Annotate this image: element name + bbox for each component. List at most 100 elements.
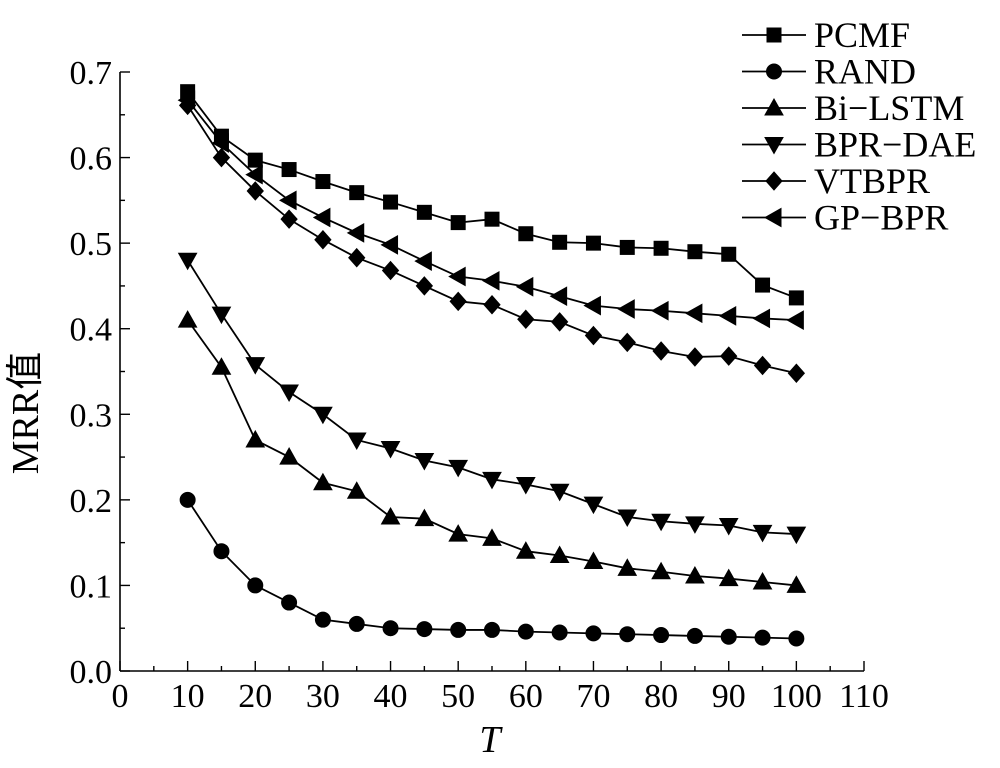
data-point-vtbpr: [720, 346, 738, 366]
data-point-bpr-dae: [786, 526, 807, 545]
data-point-bi-lstm: [617, 558, 638, 576]
data-point-rand: [247, 577, 264, 594]
data-point-bpr-dae: [245, 357, 266, 375]
legend-label: BPR−DAE: [814, 125, 976, 165]
data-point-bpr-dae: [651, 513, 671, 532]
data-point-rand: [382, 620, 399, 637]
data-point-bi-lstm: [177, 310, 198, 328]
data-point-rand: [314, 611, 331, 628]
data-point-bpr-dae: [177, 252, 198, 271]
data-point-bpr-dae: [448, 459, 469, 478]
series-bpr-dae: [177, 252, 807, 545]
x-tick-label: 70: [576, 678, 610, 715]
legend-item-bpr-dae: BPR−DAE: [742, 125, 976, 165]
data-point-bpr-dae: [685, 516, 705, 534]
series-line-rand: [186, 499, 797, 640]
legend-marker: [766, 63, 782, 80]
data-point-vtbpr: [449, 291, 467, 312]
data-point-gp-bpr: [583, 295, 601, 316]
legend-marker: [764, 97, 784, 116]
data-point-vtbpr: [584, 325, 603, 346]
data-point-pcmf: [349, 185, 365, 201]
data-point-rand: [686, 627, 703, 644]
series-group: [177, 84, 807, 647]
x-tick-label: 20: [238, 678, 272, 715]
data-point-bpr-dae: [549, 483, 570, 502]
legend-item-gp-bpr: GP−BPR: [742, 198, 948, 238]
data-point-rand: [517, 623, 534, 640]
data-point-rand: [213, 543, 230, 560]
data-point-bpr-dae: [211, 306, 232, 325]
series-line-vtbpr: [186, 104, 797, 375]
y-tick-label: 0.5: [70, 226, 113, 263]
data-point-bpr-dae: [583, 496, 604, 515]
legend-label: RAND: [814, 52, 916, 92]
x-tick-label: 10: [171, 678, 205, 715]
data-point-rand: [788, 630, 805, 647]
data-point-gp-bpr: [414, 251, 432, 271]
data-point-gp-bpr: [515, 276, 534, 297]
legend-marker: [763, 207, 782, 228]
data-point-vtbpr: [753, 355, 772, 376]
legend-item-rand: RAND: [742, 52, 916, 92]
legend-item-pcmf: PCMF: [742, 15, 910, 55]
data-point-gp-bpr: [617, 299, 635, 319]
data-point-rand: [619, 626, 636, 643]
data-point-gp-bpr: [786, 310, 804, 331]
data-point-pcmf: [281, 162, 297, 178]
data-point-bi-lstm: [482, 528, 502, 546]
data-point-bi-lstm: [414, 508, 435, 527]
data-point-pcmf: [619, 239, 635, 255]
data-point-rand: [281, 594, 298, 611]
data-point-pcmf: [585, 235, 601, 251]
data-point-bpr-dae: [718, 518, 739, 536]
data-point-bi-lstm: [786, 575, 807, 593]
x-axis-title: T: [479, 719, 503, 761]
data-point-bi-lstm: [752, 571, 773, 590]
data-point-bpr-dae: [617, 509, 638, 527]
data-point-bpr-dae: [380, 441, 401, 459]
y-tick-label: 0.3: [70, 397, 113, 434]
data-point-gp-bpr: [651, 300, 669, 321]
x-tick-label: 90: [712, 678, 746, 715]
data-point-bi-lstm: [685, 565, 705, 584]
data-point-gp-bpr: [211, 133, 229, 153]
series-vtbpr: [178, 95, 806, 383]
y-tick-label: 0.7: [70, 55, 113, 92]
data-point-pcmf: [721, 246, 737, 262]
data-point-pcmf: [484, 211, 500, 227]
data-point-vtbpr: [348, 247, 366, 268]
legend-marker: [765, 171, 783, 191]
x-tick-label: 110: [839, 678, 889, 715]
x-tick-label: 30: [306, 678, 340, 715]
x-tick-label: 0: [112, 678, 129, 715]
data-point-bi-lstm: [211, 357, 232, 375]
x-tick-label: 80: [644, 678, 678, 715]
legend-marker: [764, 137, 784, 155]
data-point-vtbpr: [246, 181, 264, 201]
data-point-pcmf: [518, 226, 534, 242]
data-point-gp-bpr: [752, 308, 771, 329]
legend-item-bi-lstm: Bi−LSTM: [742, 88, 964, 128]
data-point-rand: [585, 625, 602, 642]
data-point-gp-bpr: [380, 234, 399, 255]
data-point-pcmf: [247, 152, 263, 168]
axes: 0 10 20 30 40 50 60 70 80 90 100 110 0.0 0.1 0.2 0.3 0.4…: [70, 55, 889, 715]
y-tick-label: 0.4: [70, 312, 113, 349]
y-tick-label: 0.6: [70, 141, 113, 178]
data-point-rand: [179, 491, 196, 508]
data-point-gp-bpr: [448, 266, 466, 287]
data-point-gp-bpr: [718, 306, 737, 326]
data-point-pcmf: [383, 194, 399, 210]
data-point-bi-lstm: [380, 506, 401, 525]
data-point-pcmf: [552, 234, 568, 250]
data-point-vtbpr: [517, 309, 535, 330]
legend-label: VTBPR: [814, 161, 930, 201]
data-point-bi-lstm: [313, 472, 333, 491]
data-point-rand: [348, 615, 365, 632]
data-point-bi-lstm: [651, 561, 671, 580]
data-point-gp-bpr: [549, 286, 568, 307]
